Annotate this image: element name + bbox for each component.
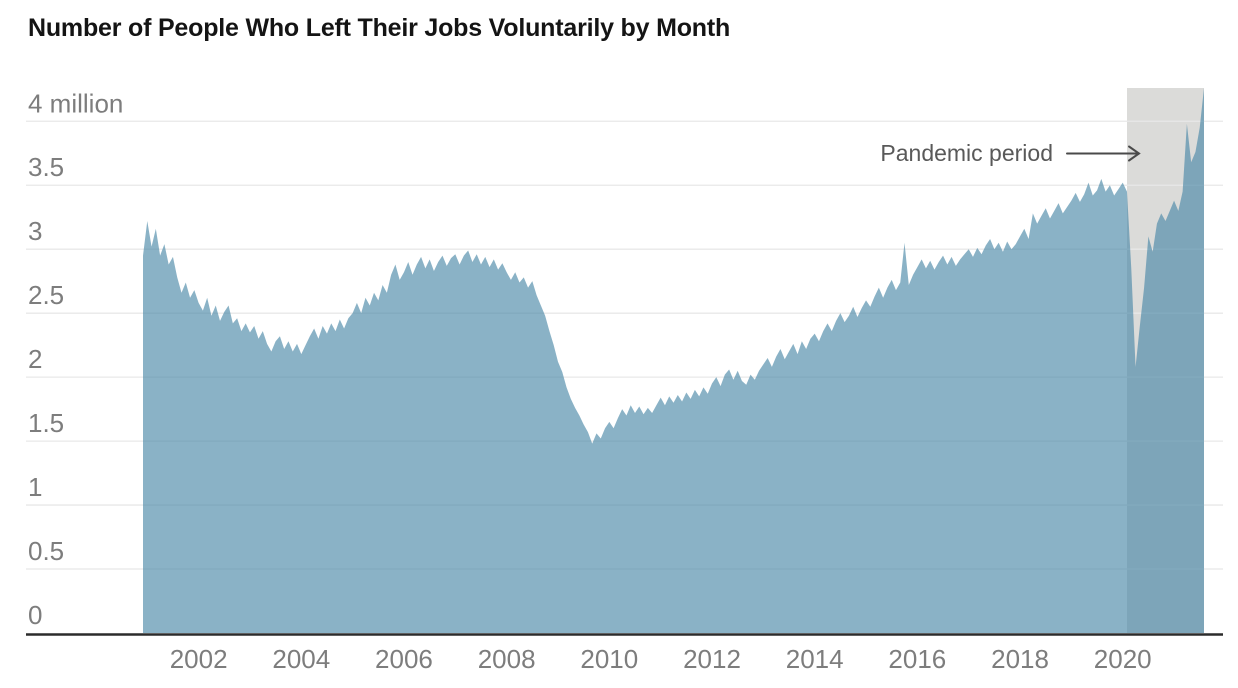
x-axis-label: 2002 <box>170 644 228 674</box>
y-axis-label: 1 <box>28 472 42 502</box>
y-axis-label: 0 <box>28 600 42 630</box>
x-axis-label: 2008 <box>478 644 536 674</box>
x-axis-label: 2012 <box>683 644 741 674</box>
x-axis-label: 2014 <box>786 644 844 674</box>
y-axis-label: 1.5 <box>28 408 64 438</box>
y-axis-label: 3.5 <box>28 152 64 182</box>
chart-plot-area: 4 million 3.5 3 2.5 2 1.5 1 0.5 0 2002 2004 2006 200… <box>26 88 1223 674</box>
pandemic-period-annotation: Pandemic period <box>880 140 1053 166</box>
y-axis-label: 0.5 <box>28 536 64 566</box>
quits-area-series <box>143 88 1204 633</box>
x-axis-label: 2020 <box>1094 644 1152 674</box>
chart-title: Number of People Who Left Their Jobs Vol… <box>28 14 731 42</box>
x-axis-label: 2018 <box>991 644 1049 674</box>
y-axis-label: 2 <box>28 344 42 374</box>
x-axis-label: 2006 <box>375 644 433 674</box>
y-axis-label: 3 <box>28 216 42 246</box>
annotation-arrow-icon <box>1066 145 1141 162</box>
x-axis-label: 2010 <box>580 644 638 674</box>
y-axis-label: 2.5 <box>28 280 64 310</box>
x-axis-label: 2004 <box>272 644 330 674</box>
y-axis-label: 4 million <box>28 88 123 118</box>
x-axis-label: 2016 <box>888 644 946 674</box>
